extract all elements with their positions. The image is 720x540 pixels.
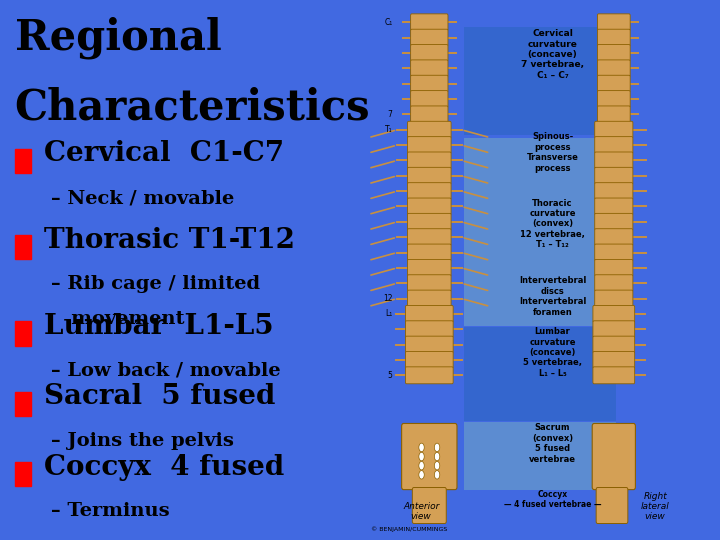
- Text: 5: 5: [387, 371, 392, 380]
- FancyBboxPatch shape: [593, 336, 635, 353]
- Text: © BENJAMIN/CUMMINGS: © BENJAMIN/CUMMINGS: [371, 526, 447, 532]
- FancyBboxPatch shape: [408, 137, 451, 153]
- FancyBboxPatch shape: [598, 60, 630, 77]
- Text: – Low back / movable: – Low back / movable: [51, 362, 281, 380]
- Ellipse shape: [419, 462, 424, 470]
- FancyBboxPatch shape: [593, 367, 635, 384]
- Ellipse shape: [434, 443, 440, 451]
- FancyBboxPatch shape: [593, 306, 635, 322]
- FancyBboxPatch shape: [405, 336, 453, 353]
- FancyBboxPatch shape: [405, 352, 453, 368]
- FancyBboxPatch shape: [410, 45, 448, 62]
- Text: Sacrum
(convex)
5 fused
vertebrae: Sacrum (convex) 5 fused vertebrae: [529, 423, 576, 464]
- Ellipse shape: [419, 453, 424, 461]
- Text: – Rib cage / limited: – Rib cage / limited: [51, 275, 260, 293]
- FancyBboxPatch shape: [14, 462, 31, 486]
- FancyBboxPatch shape: [408, 122, 451, 138]
- FancyBboxPatch shape: [595, 198, 633, 215]
- FancyBboxPatch shape: [410, 29, 448, 46]
- FancyBboxPatch shape: [595, 183, 633, 200]
- FancyBboxPatch shape: [410, 14, 448, 31]
- FancyBboxPatch shape: [595, 137, 633, 153]
- FancyBboxPatch shape: [598, 91, 630, 107]
- Ellipse shape: [434, 462, 440, 470]
- FancyBboxPatch shape: [598, 14, 630, 31]
- FancyBboxPatch shape: [408, 244, 451, 261]
- FancyBboxPatch shape: [464, 26, 616, 135]
- FancyBboxPatch shape: [405, 321, 453, 338]
- FancyBboxPatch shape: [405, 367, 453, 384]
- FancyBboxPatch shape: [413, 488, 446, 523]
- FancyBboxPatch shape: [595, 244, 633, 261]
- FancyBboxPatch shape: [593, 423, 635, 490]
- Text: Characteristics: Characteristics: [14, 86, 370, 129]
- FancyBboxPatch shape: [14, 148, 31, 173]
- Text: Anterior
view: Anterior view: [403, 502, 439, 522]
- FancyBboxPatch shape: [593, 321, 635, 338]
- FancyBboxPatch shape: [598, 75, 630, 92]
- FancyBboxPatch shape: [464, 422, 616, 490]
- Text: – Joins the pelvis: – Joins the pelvis: [51, 432, 234, 450]
- FancyBboxPatch shape: [14, 321, 31, 346]
- FancyBboxPatch shape: [408, 152, 451, 169]
- Text: Cervical  C1-C7: Cervical C1-C7: [44, 140, 284, 167]
- FancyBboxPatch shape: [410, 91, 448, 107]
- FancyBboxPatch shape: [595, 152, 633, 169]
- Ellipse shape: [419, 470, 424, 479]
- Text: – Neck / movable: – Neck / movable: [51, 189, 234, 207]
- FancyBboxPatch shape: [595, 259, 633, 276]
- Ellipse shape: [419, 443, 424, 451]
- FancyBboxPatch shape: [408, 213, 451, 230]
- FancyBboxPatch shape: [598, 29, 630, 46]
- FancyBboxPatch shape: [595, 229, 633, 246]
- Text: movement: movement: [51, 310, 184, 328]
- Ellipse shape: [434, 470, 440, 479]
- FancyBboxPatch shape: [408, 275, 451, 292]
- FancyBboxPatch shape: [408, 229, 451, 246]
- Text: Spinous-
process
Transverse
process: Spinous- process Transverse process: [526, 132, 579, 173]
- FancyBboxPatch shape: [595, 275, 633, 292]
- Ellipse shape: [434, 453, 440, 461]
- Text: Regional: Regional: [14, 16, 221, 59]
- FancyBboxPatch shape: [14, 235, 31, 259]
- Text: C₁: C₁: [384, 18, 392, 27]
- Text: Thorasic T1-T12: Thorasic T1-T12: [44, 227, 294, 254]
- Text: 7: 7: [387, 110, 392, 119]
- Text: Coccyx  4 fused: Coccyx 4 fused: [44, 454, 284, 481]
- FancyBboxPatch shape: [596, 488, 628, 523]
- FancyBboxPatch shape: [598, 45, 630, 62]
- FancyBboxPatch shape: [464, 327, 616, 421]
- Text: Sacral  5 fused: Sacral 5 fused: [44, 383, 275, 410]
- FancyBboxPatch shape: [405, 306, 453, 322]
- FancyBboxPatch shape: [598, 106, 630, 123]
- FancyBboxPatch shape: [408, 198, 451, 215]
- FancyBboxPatch shape: [595, 167, 633, 184]
- Text: Lumbar
curvature
(concave)
5 vertebrae,
L₁ – L₅: Lumbar curvature (concave) 5 vertebrae, …: [523, 327, 582, 378]
- FancyBboxPatch shape: [410, 75, 448, 92]
- FancyBboxPatch shape: [410, 60, 448, 77]
- Text: L₁: L₁: [385, 309, 392, 319]
- FancyBboxPatch shape: [402, 423, 457, 490]
- FancyBboxPatch shape: [410, 106, 448, 123]
- Text: Coccyx
— 4 fused vertebrae —: Coccyx — 4 fused vertebrae —: [504, 490, 601, 509]
- FancyBboxPatch shape: [595, 213, 633, 230]
- Text: Lumbar  L1-L5: Lumbar L1-L5: [44, 313, 274, 340]
- Text: Cervical
curvature
(concave)
7 vertebrae,
C₁ – C₇: Cervical curvature (concave) 7 vertebrae…: [521, 29, 584, 80]
- Text: T₁: T₁: [384, 125, 392, 134]
- FancyBboxPatch shape: [408, 259, 451, 276]
- Text: – Terminus: – Terminus: [51, 502, 169, 520]
- Text: Right
lateral
view: Right lateral view: [641, 491, 670, 522]
- FancyBboxPatch shape: [464, 138, 616, 326]
- Text: 12: 12: [383, 294, 392, 303]
- FancyBboxPatch shape: [595, 290, 633, 307]
- FancyBboxPatch shape: [595, 122, 633, 138]
- FancyBboxPatch shape: [408, 290, 451, 307]
- FancyBboxPatch shape: [408, 183, 451, 200]
- FancyBboxPatch shape: [408, 167, 451, 184]
- FancyBboxPatch shape: [593, 352, 635, 368]
- FancyBboxPatch shape: [14, 392, 31, 416]
- Text: Thoracic
curvature
(convex)
12 vertebrae,
T₁ – T₁₂: Thoracic curvature (convex) 12 vertebrae…: [520, 199, 585, 249]
- Text: Intervertebral
discs
Intervertebral
foramen: Intervertebral discs Intervertebral fora…: [519, 276, 586, 316]
